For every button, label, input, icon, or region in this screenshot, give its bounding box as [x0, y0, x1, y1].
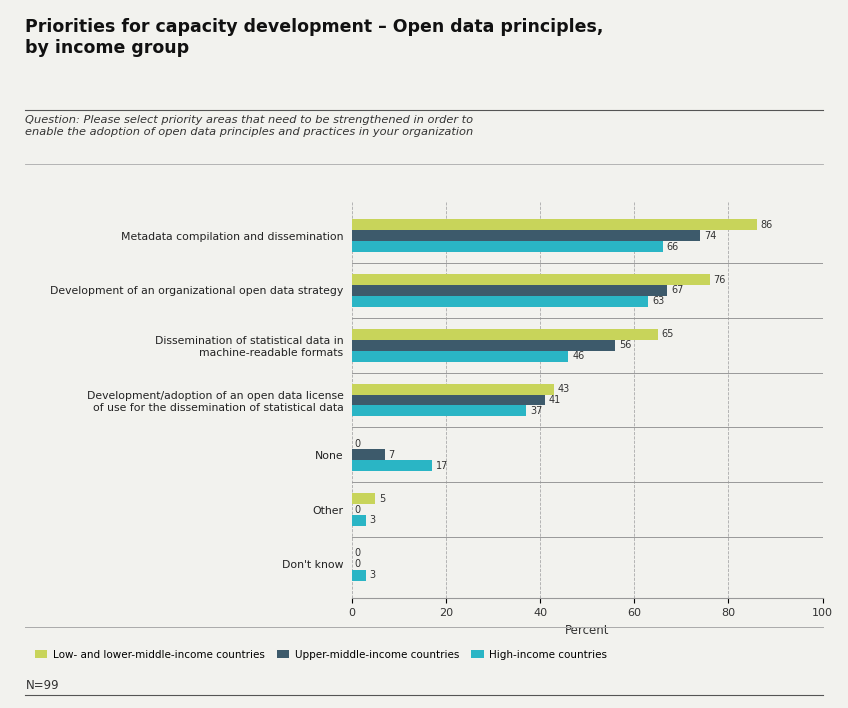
Text: 65: 65	[661, 329, 674, 339]
Text: Question: Please select priority areas that need to be strengthened in order to
: Question: Please select priority areas t…	[25, 115, 474, 137]
Bar	[352, 230, 700, 241]
Text: 46: 46	[572, 351, 584, 361]
Bar	[352, 515, 366, 526]
Text: 0: 0	[354, 439, 360, 449]
Bar	[352, 350, 568, 362]
Bar	[352, 296, 649, 307]
Bar	[352, 274, 710, 285]
Bar	[352, 450, 385, 460]
Legend: Low- and lower-middle-income countries, Upper-middle-income countries, High-inco: Low- and lower-middle-income countries, …	[31, 646, 611, 664]
Text: 7: 7	[388, 450, 395, 459]
Text: 0: 0	[354, 559, 360, 569]
X-axis label: Percent: Percent	[565, 624, 610, 636]
Text: 17: 17	[436, 461, 448, 471]
Text: 56: 56	[619, 341, 632, 350]
Text: 63: 63	[652, 297, 665, 307]
Text: 3: 3	[370, 570, 376, 581]
Bar	[352, 241, 662, 252]
Text: Priorities for capacity development – Open data principles,
by income group: Priorities for capacity development – Op…	[25, 18, 604, 57]
Bar	[352, 384, 555, 394]
Text: 66: 66	[667, 241, 678, 251]
Text: 67: 67	[671, 285, 683, 295]
Text: 5: 5	[379, 493, 386, 503]
Text: 0: 0	[354, 505, 360, 515]
Text: 37: 37	[530, 406, 542, 416]
Text: 41: 41	[549, 395, 561, 405]
Text: 76: 76	[713, 275, 726, 285]
Text: N=99: N=99	[25, 680, 59, 692]
Text: 74: 74	[704, 231, 717, 241]
Bar	[352, 570, 366, 581]
Text: 0: 0	[354, 549, 360, 559]
Bar	[352, 406, 526, 416]
Bar	[352, 394, 545, 406]
Text: 3: 3	[370, 515, 376, 525]
Text: 86: 86	[761, 219, 773, 230]
Bar	[352, 460, 432, 472]
Bar	[352, 285, 667, 296]
Bar	[352, 340, 616, 350]
Text: 43: 43	[558, 384, 571, 394]
Bar	[352, 329, 658, 340]
Bar	[352, 493, 376, 504]
Bar	[352, 219, 756, 230]
